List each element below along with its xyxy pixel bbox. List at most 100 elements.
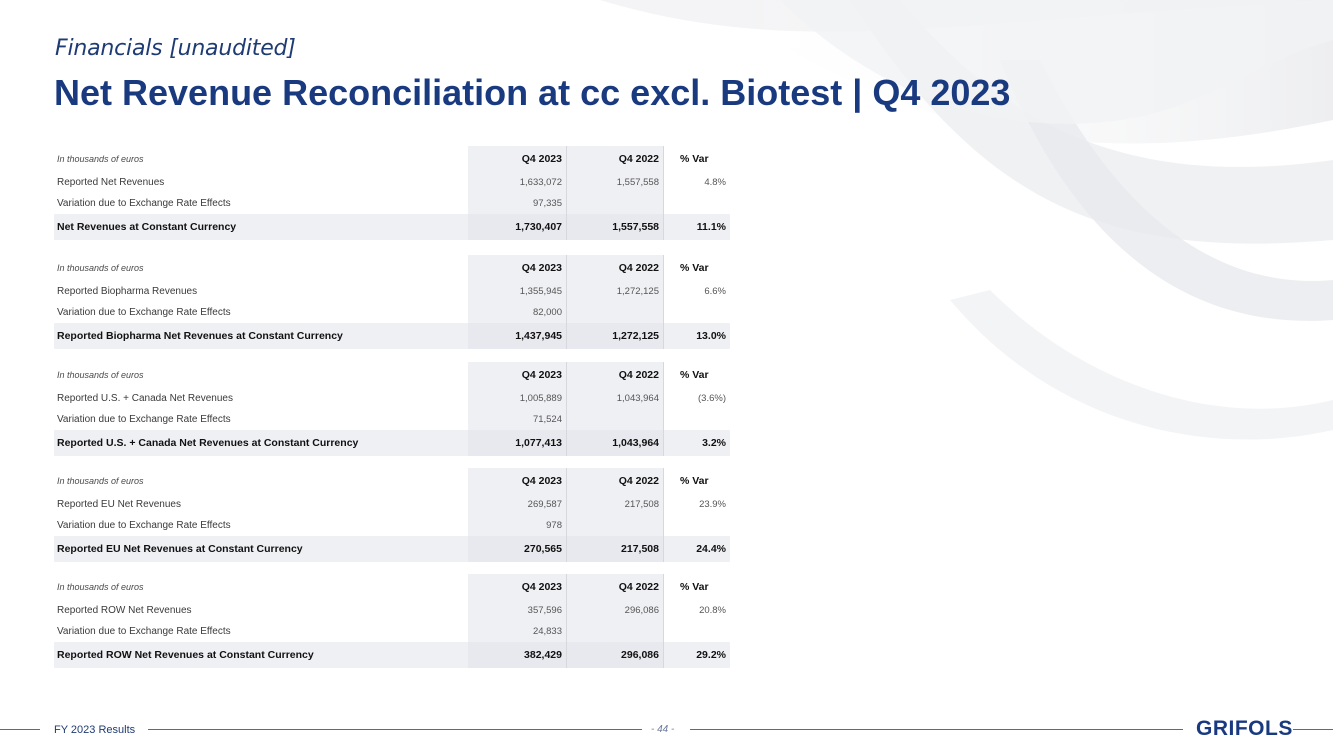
col-header-q4-2022: Q4 2022 <box>567 362 664 388</box>
row-label: Reported EU Net Revenues <box>57 499 181 510</box>
cell-q4-2022 <box>567 621 664 642</box>
cell-q4-2022 <box>567 302 664 323</box>
page-number: - 44 - <box>651 724 675 735</box>
cell-q4-2023: 269,587 <box>468 494 567 515</box>
col-header-q4-2023: Q4 2023 <box>468 362 567 388</box>
grifols-logo: GRIFOLS <box>1196 717 1293 740</box>
table-eu-revenues: In thousands of euros Q4 2023 Q4 2022 % … <box>54 468 730 562</box>
cell-q4-2023: 1,355,945 <box>468 281 567 302</box>
cell-q4-2023: 1,633,072 <box>468 172 567 193</box>
row-label: Variation due to Exchange Rate Effects <box>57 520 231 531</box>
table-row: Reported ROW Net Revenues 357,596 296,08… <box>54 600 730 621</box>
total-q4-2023: 1,437,945 <box>468 323 567 349</box>
col-header-q4-2023: Q4 2023 <box>468 255 567 281</box>
footer-divider <box>0 729 40 730</box>
footer-label: FY 2023 Results <box>54 724 136 736</box>
table-row-revenues: In thousands of euros Q4 2023 Q4 2022 % … <box>54 574 730 668</box>
cell-var <box>664 302 730 323</box>
cell-var: (3.6%) <box>698 393 726 404</box>
cell-q4-2022: 1,043,964 <box>567 388 664 409</box>
col-header-q4-2022: Q4 2022 <box>567 574 664 600</box>
col-header-q4-2023: Q4 2023 <box>468 468 567 494</box>
table-row: Reported U.S. + Canada Net Revenues 1,00… <box>54 388 730 409</box>
total-var: 13.0% <box>696 330 726 342</box>
total-q4-2022: 217,508 <box>567 536 664 562</box>
total-var: 3.2% <box>702 437 726 449</box>
units-label: In thousands of euros <box>57 476 144 486</box>
total-label: Net Revenues at Constant Currency <box>57 221 237 233</box>
table-header-row: In thousands of euros Q4 2023 Q4 2022 % … <box>54 362 730 388</box>
total-q4-2023: 1,730,407 <box>468 214 567 240</box>
total-var: 29.2% <box>696 649 726 661</box>
col-header-var: % Var <box>680 475 709 487</box>
units-label: In thousands of euros <box>57 582 144 592</box>
cell-var <box>664 409 730 430</box>
cell-q4-2022 <box>567 193 664 214</box>
section-subtitle: Financials [unaudited] <box>55 36 296 61</box>
footer-divider <box>690 729 1183 730</box>
col-header-q4-2023: Q4 2023 <box>468 146 567 172</box>
table-total-row: Net Revenues at Constant Currency 1,730,… <box>54 214 730 240</box>
units-label: In thousands of euros <box>57 154 144 164</box>
total-var: 11.1% <box>696 221 726 233</box>
cell-q4-2023: 71,524 <box>468 409 567 430</box>
cell-var: 4.8% <box>704 177 726 188</box>
cell-var <box>664 193 730 214</box>
page-title: Net Revenue Reconciliation at cc excl. B… <box>54 72 1011 113</box>
table-total-row: Reported ROW Net Revenues at Constant Cu… <box>54 642 730 668</box>
total-label: Reported Biopharma Net Revenues at Const… <box>57 330 343 342</box>
table-header-row: In thousands of euros Q4 2023 Q4 2022 % … <box>54 574 730 600</box>
table-biopharma-revenues: In thousands of euros Q4 2023 Q4 2022 % … <box>54 255 730 349</box>
table-total-row: Reported Biopharma Net Revenues at Const… <box>54 323 730 349</box>
cell-q4-2022 <box>567 409 664 430</box>
row-label: Variation due to Exchange Rate Effects <box>57 626 231 637</box>
cell-q4-2022: 296,086 <box>567 600 664 621</box>
total-q4-2023: 382,429 <box>468 642 567 668</box>
cell-q4-2023: 1,005,889 <box>468 388 567 409</box>
table-net-revenues: In thousands of euros Q4 2023 Q4 2022 % … <box>54 146 730 240</box>
col-header-q4-2023: Q4 2023 <box>468 574 567 600</box>
cell-var <box>664 621 730 642</box>
table-header-row: In thousands of euros Q4 2023 Q4 2022 % … <box>54 468 730 494</box>
table-row: Reported Net Revenues 1,633,072 1,557,55… <box>54 172 730 193</box>
total-var: 24.4% <box>696 543 726 555</box>
cell-var: 20.8% <box>699 605 726 616</box>
total-q4-2022: 1,272,125 <box>567 323 664 349</box>
row-label: Reported ROW Net Revenues <box>57 605 192 616</box>
total-label: Reported ROW Net Revenues at Constant Cu… <box>57 649 314 661</box>
table-row: Variation due to Exchange Rate Effects 7… <box>54 409 730 430</box>
cell-var: 23.9% <box>699 499 726 510</box>
col-header-q4-2022: Q4 2022 <box>567 468 664 494</box>
total-label: Reported U.S. + Canada Net Revenues at C… <box>57 437 359 449</box>
total-q4-2022: 296,086 <box>567 642 664 668</box>
cell-q4-2023: 24,833 <box>468 621 567 642</box>
table-row: Variation due to Exchange Rate Effects 8… <box>54 302 730 323</box>
row-label: Variation due to Exchange Rate Effects <box>57 307 231 318</box>
table-header-row: In thousands of euros Q4 2023 Q4 2022 % … <box>54 146 730 172</box>
row-label: Reported U.S. + Canada Net Revenues <box>57 393 233 404</box>
footer-divider <box>148 729 642 730</box>
table-total-row: Reported U.S. + Canada Net Revenues at C… <box>54 430 730 456</box>
col-header-var: % Var <box>680 369 709 381</box>
col-header-var: % Var <box>680 153 709 165</box>
row-label: Reported Net Revenues <box>57 177 165 188</box>
table-row: Reported EU Net Revenues 269,587 217,508… <box>54 494 730 515</box>
col-header-var: % Var <box>680 262 709 274</box>
cell-q4-2022: 1,272,125 <box>567 281 664 302</box>
table-row: Variation due to Exchange Rate Effects 9… <box>54 515 730 536</box>
cell-var: 6.6% <box>704 286 726 297</box>
cell-q4-2023: 357,596 <box>468 600 567 621</box>
table-row: Variation due to Exchange Rate Effects 9… <box>54 193 730 214</box>
col-header-q4-2022: Q4 2022 <box>567 146 664 172</box>
cell-q4-2022: 1,557,558 <box>567 172 664 193</box>
table-header-row: In thousands of euros Q4 2023 Q4 2022 % … <box>54 255 730 281</box>
cell-var <box>664 515 730 536</box>
total-q4-2022: 1,043,964 <box>567 430 664 456</box>
cell-q4-2023: 82,000 <box>468 302 567 323</box>
total-label: Reported EU Net Revenues at Constant Cur… <box>57 543 303 555</box>
row-label: Variation due to Exchange Rate Effects <box>57 414 231 425</box>
total-q4-2023: 1,077,413 <box>468 430 567 456</box>
units-label: In thousands of euros <box>57 370 144 380</box>
col-header-var: % Var <box>680 581 709 593</box>
